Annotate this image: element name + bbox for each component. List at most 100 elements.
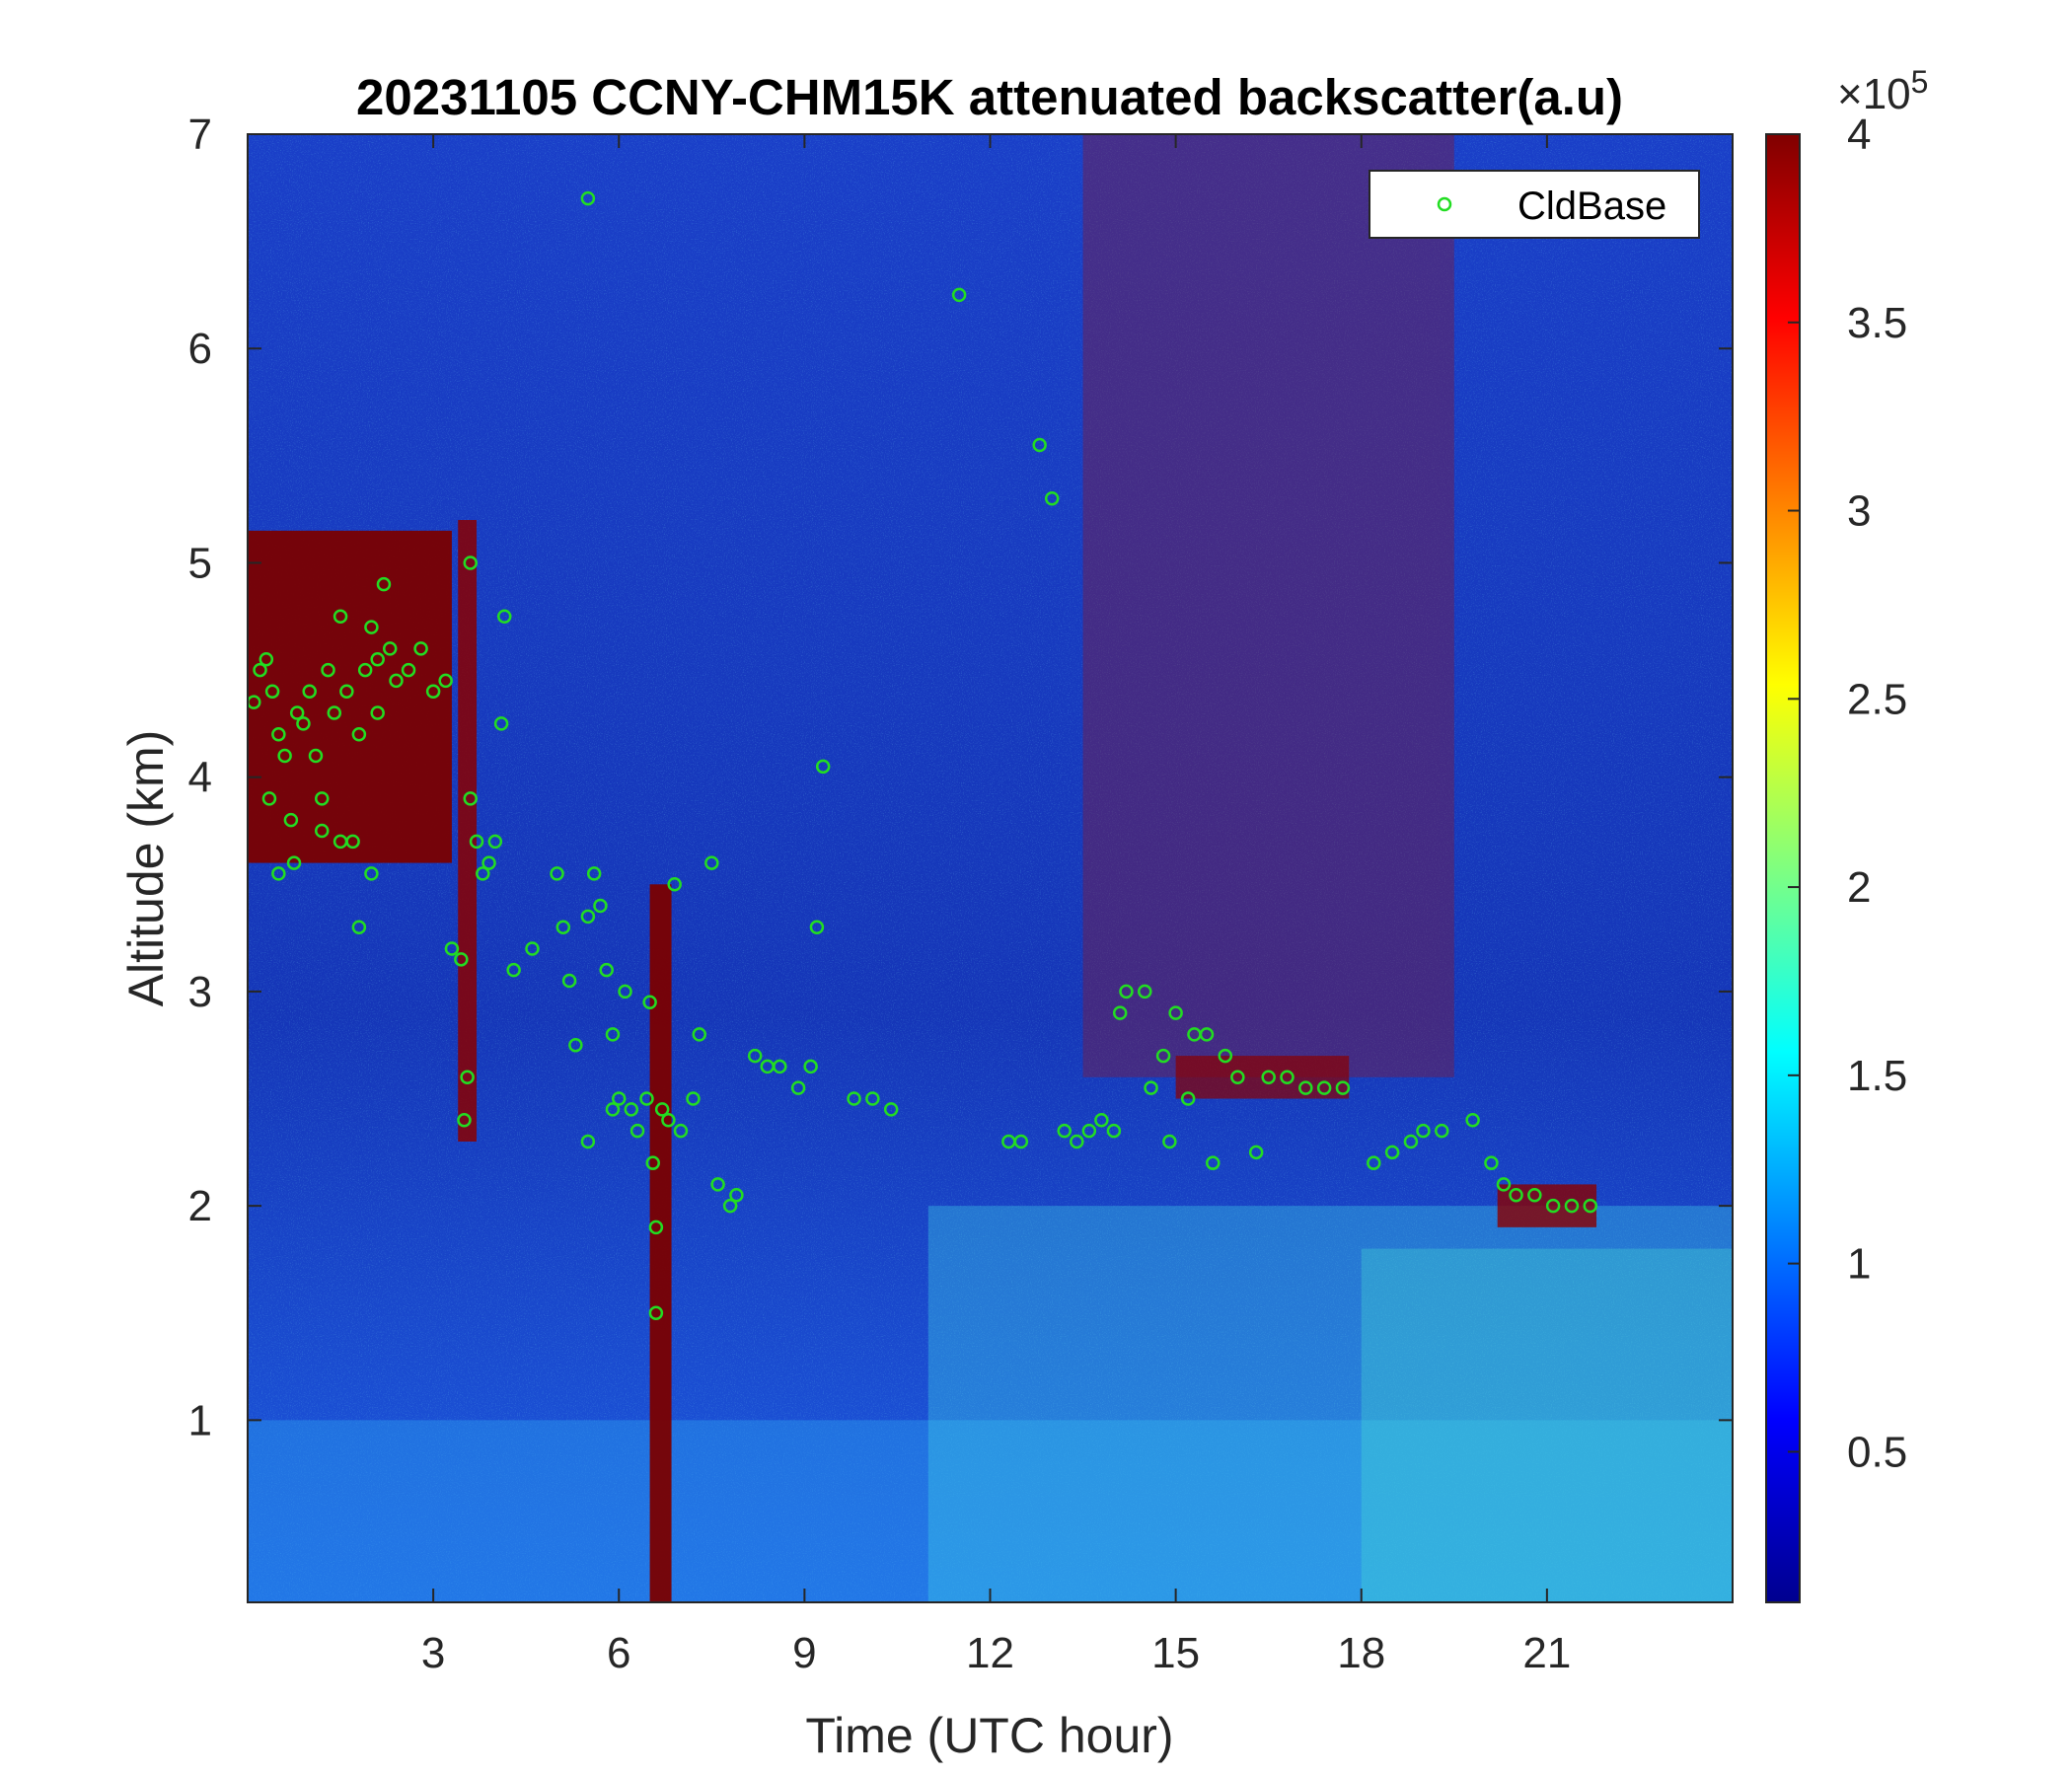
y-tick-label: 4	[188, 754, 212, 802]
cldbase-marker	[1545, 1198, 1561, 1214]
cldbase-marker	[289, 705, 305, 720]
cldbase-marker	[1527, 1188, 1542, 1203]
cldbase-marker	[1199, 1027, 1215, 1042]
cldbase-marker	[493, 716, 509, 731]
cldbase-marker	[345, 834, 360, 850]
cldbase-marker	[438, 673, 453, 689]
cldbase-marker	[481, 855, 496, 870]
cldbase-marker	[747, 1048, 763, 1064]
cldbase-marker	[457, 1112, 472, 1128]
cldbase-marker	[865, 1091, 880, 1106]
cldbase-marker	[1484, 1155, 1499, 1170]
cldbase-marker	[339, 684, 354, 700]
cldbase-marker	[413, 641, 428, 656]
y-axis: 1 2 3 4 5 6 7	[188, 111, 1733, 1444]
cldbase-marker	[357, 662, 373, 678]
y-axis-label: Altitude (km)	[118, 730, 174, 1007]
cldbase-marker	[692, 1027, 707, 1042]
aerosol-layer-region	[927, 1206, 1733, 1602]
y-tick-label: 5	[188, 539, 212, 587]
colorbar-tick-label: 1	[1847, 1240, 1871, 1289]
legend-label: CldBase	[1517, 185, 1666, 228]
cldbase-marker	[296, 716, 311, 731]
cldbase-marker	[259, 651, 274, 667]
cldbase-marker	[463, 555, 478, 570]
chart-title: 20231105 CCNY-CHM15K attenuated backscat…	[356, 69, 1623, 125]
cldbase-marker	[639, 1091, 654, 1106]
cldbase-marker	[469, 834, 484, 850]
cldbase-marker	[1248, 1145, 1264, 1160]
cldbase-marker	[1057, 1123, 1072, 1139]
cldbase-marker	[1168, 1005, 1183, 1020]
cldbase-marker	[667, 877, 682, 892]
cldbase-marker	[376, 576, 392, 592]
high-backscatter-region	[1082, 134, 1454, 1077]
cldbase-marker	[599, 962, 614, 978]
precipitation-column	[649, 884, 672, 1602]
cldbase-marker	[315, 791, 330, 806]
y-tick-label: 7	[188, 111, 212, 159]
cldbase-marker	[686, 1091, 701, 1106]
cldbase-marker	[624, 1102, 639, 1117]
cldbase-marker	[580, 1134, 596, 1149]
cldbase-marker	[496, 609, 512, 625]
cldbase-marker	[803, 1059, 818, 1074]
cldbase-marker	[333, 609, 348, 625]
cldbase-marker	[550, 866, 564, 881]
cldbase-marker	[648, 1220, 664, 1235]
cldbase-marker	[704, 855, 719, 870]
cldbase-marker	[476, 866, 490, 881]
cldbase-marker	[401, 662, 416, 678]
colorbar-tick-label: 4	[1847, 111, 1871, 159]
cldbase-marker	[710, 1177, 725, 1192]
cldbase-marker	[364, 866, 379, 881]
cldbase-marker	[580, 190, 596, 206]
cldbase-marker	[463, 791, 478, 806]
cldbase-marker	[580, 909, 596, 925]
cldbase-marker	[1094, 1112, 1109, 1128]
cldbase-marker	[444, 941, 460, 956]
x-tick-label: 12	[966, 1629, 1014, 1677]
x-tick-label: 18	[1337, 1629, 1385, 1677]
cldbase-marker	[1144, 1080, 1158, 1095]
cldbase-marker	[815, 759, 831, 775]
x-tick-label: 21	[1522, 1629, 1571, 1677]
cldbase-marker	[1261, 1070, 1276, 1085]
x-tick-label: 9	[792, 1629, 816, 1677]
x-tick-label: 3	[421, 1629, 445, 1677]
cldbase-marker	[1416, 1123, 1431, 1139]
heatmap-noise-texture	[248, 134, 1733, 1602]
cldbase-marker	[1162, 1134, 1177, 1149]
cloud-layer-region	[458, 520, 478, 1142]
x-axis-label: Time (UTC hour)	[805, 1708, 1173, 1763]
cldbase-marker	[1280, 1070, 1295, 1085]
cldbase-marker	[1081, 1123, 1097, 1139]
cldbase-marker	[1403, 1134, 1419, 1149]
cldbase-marker	[1496, 1177, 1512, 1192]
colorbar-gradient	[1766, 134, 1800, 1602]
cldbase-marker	[302, 684, 317, 700]
cldbase-marker	[605, 1027, 621, 1042]
cldbase-marker	[847, 1091, 861, 1106]
cldbase-marker	[1112, 1005, 1128, 1020]
cldbase-marker	[555, 920, 571, 934]
cldbase-marker	[1119, 984, 1134, 999]
x-tick-label: 15	[1151, 1629, 1200, 1677]
cldbase-marker	[722, 1198, 738, 1214]
cldbase-marker	[271, 866, 286, 881]
aerosol-layer-region	[1361, 1248, 1733, 1602]
cldbase-marker	[425, 684, 441, 700]
cldbase-marker	[809, 920, 825, 934]
cldbase-marker	[612, 1091, 627, 1106]
cldbase-marker	[525, 941, 540, 956]
cldbase-marker	[1583, 1198, 1598, 1214]
cldbase-marker	[1180, 1091, 1196, 1106]
cldbase-marker	[253, 662, 267, 678]
cldbase-marker	[1106, 1123, 1122, 1139]
cldbase-marker	[506, 962, 521, 978]
cldbase-marker	[1138, 984, 1152, 999]
cldbase-marker	[382, 641, 398, 656]
boundary-layer-region	[248, 1420, 1733, 1602]
colorbar-multiplier: ×105	[1837, 64, 1928, 118]
cldbase-marker	[1206, 1155, 1221, 1170]
